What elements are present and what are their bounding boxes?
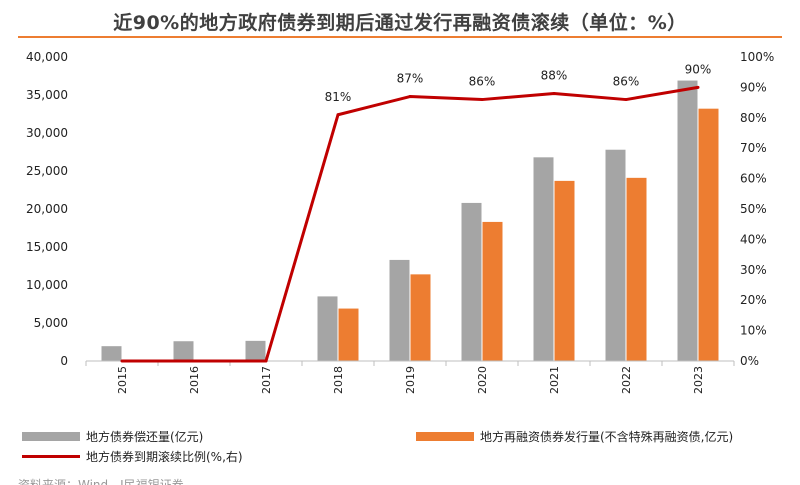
bar-refinancing: [554, 180, 575, 361]
legend-label-rollover: 地方债券到期滚续比例(%,右): [86, 450, 243, 464]
bar-repayment: [101, 346, 122, 361]
legend-swatch-rollover: [22, 455, 80, 458]
data-label-rollover: 87%: [397, 72, 424, 86]
y-right-tick-label: 50%: [740, 202, 767, 216]
bar-refinancing: [482, 221, 503, 361]
data-label-rollover: 88%: [541, 68, 568, 82]
y-left-tick-label: 40,000: [26, 50, 68, 64]
title-rule: [18, 36, 782, 38]
line-point: [408, 95, 412, 99]
y-left-tick-label: 10,000: [26, 278, 68, 292]
line-point: [552, 91, 556, 95]
bar-repayment: [173, 341, 194, 361]
y-right-tick-label: 70%: [740, 141, 767, 155]
y-right-tick-label: 60%: [740, 172, 767, 186]
x-tick-label: 2018: [332, 366, 345, 394]
bar-repayment: [389, 259, 410, 361]
line-point: [264, 359, 268, 363]
x-tick-label: 2015: [116, 366, 129, 394]
x-tick-label: 2019: [404, 366, 417, 394]
legend-item-refinancing: 地方再融资债券发行量(不含特殊再融资债,亿元): [416, 428, 733, 445]
x-tick-label: 2016: [188, 366, 201, 394]
bar-refinancing: [698, 108, 719, 362]
line-point: [624, 98, 628, 102]
y-left-tick-label: 0: [60, 354, 68, 368]
line-point: [192, 359, 196, 363]
y-left-tick-label: 35,000: [26, 88, 68, 102]
chart-title: 近90%的地方政府债券到期后通过发行再融资债滚续（单位：%）: [113, 12, 687, 34]
legend-item-repayment: 地方债券偿还量(亿元): [22, 428, 203, 445]
y-left-tick-label: 20,000: [26, 202, 68, 216]
data-label-rollover: 86%: [469, 75, 496, 89]
x-tick-label: 2023: [692, 366, 705, 394]
x-tick-label: 2021: [548, 366, 561, 394]
line-point: [480, 98, 484, 102]
line-point: [696, 85, 700, 89]
legend-swatch-repayment: [22, 432, 80, 441]
x-tick-label: 2017: [260, 366, 273, 394]
line-point: [336, 113, 340, 117]
bar-repayment: [461, 202, 482, 361]
bar-repayment: [317, 296, 338, 361]
y-left-tick-label: 30,000: [26, 126, 68, 140]
bar-repayment: [533, 157, 554, 361]
bar-refinancing: [338, 308, 359, 361]
y-right-tick-label: 30%: [740, 263, 767, 277]
x-tick-label: 2022: [620, 366, 633, 394]
y-right-tick-label: 10%: [740, 324, 767, 338]
y-right-tick-label: 90%: [740, 80, 767, 94]
y-right-tick-label: 40%: [740, 232, 767, 246]
bar-refinancing: [410, 274, 431, 361]
legend-label-repayment: 地方债券偿还量(亿元): [86, 430, 204, 444]
legend-label-refinancing: 地方再融资债券发行量(不含特殊再融资债,亿元): [480, 430, 734, 444]
line-point: [120, 359, 124, 363]
source-note: 资料来源：Wind，Ⅰ民福银证券: [18, 478, 184, 485]
bar-repayment: [605, 149, 626, 361]
y-left-tick-label: 25,000: [26, 164, 68, 178]
y-right-tick-label: 20%: [740, 293, 767, 307]
y-left-tick-label: 5,000: [34, 316, 68, 330]
y-left-tick-label: 15,000: [26, 240, 68, 254]
data-label-rollover: 81%: [325, 90, 352, 104]
legend-item-rollover: 地方债券到期滚续比例(%,右): [22, 448, 243, 465]
y-right-tick-label: 80%: [740, 111, 767, 125]
legend-swatch-refinancing: [416, 432, 474, 441]
bar-refinancing: [626, 177, 647, 361]
y-right-tick-label: 0%: [740, 354, 759, 368]
x-tick-label: 2020: [476, 366, 489, 394]
data-label-rollover: 86%: [613, 75, 640, 89]
bar-repayment: [245, 340, 266, 361]
data-label-rollover: 90%: [685, 62, 712, 76]
y-right-tick-label: 100%: [740, 50, 774, 64]
bar-repayment: [677, 80, 698, 361]
